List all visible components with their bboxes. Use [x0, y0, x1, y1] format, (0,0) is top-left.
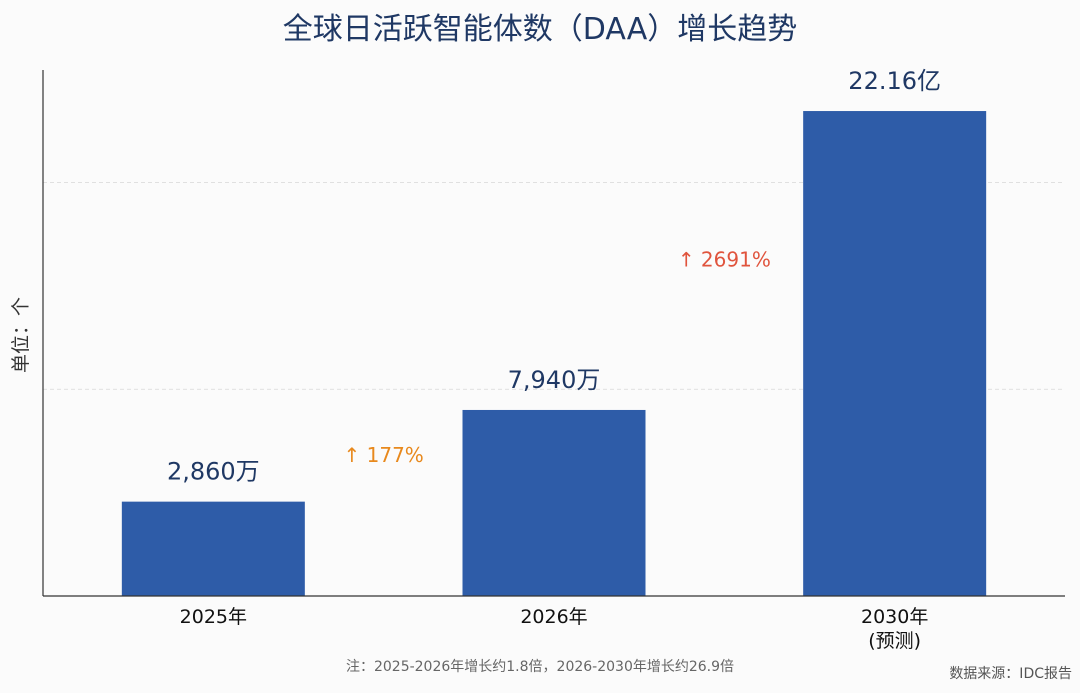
bar: [121, 501, 305, 596]
gridlines: [43, 182, 1065, 390]
data-labels: 2,860万 7,940万 22.16亿: [167, 67, 941, 486]
bar: [803, 111, 987, 596]
source-note: 数据来源：IDC报告: [949, 666, 1072, 682]
data-label: 2,860万: [167, 458, 260, 486]
bars: [121, 111, 987, 596]
x-tick-label: 2025年: [180, 606, 247, 628]
growth-annotations: ↑ 177% ↑ 2691%: [344, 247, 771, 466]
y-axis-label: 单位：个: [10, 297, 32, 373]
x-tick-label: 2026年: [520, 606, 587, 628]
growth-annotation: ↑ 177%: [344, 443, 424, 467]
x-tick-label: 2030年: [861, 606, 928, 628]
footnote: 注：2025-2026年增长约1.8倍，2026-2030年增长约26.9倍: [345, 659, 735, 675]
data-label: 7,940万: [508, 366, 601, 394]
x-tick-label: (预测): [868, 630, 921, 652]
data-label: 22.16亿: [848, 67, 941, 95]
growth-annotation: ↑ 2691%: [678, 247, 771, 271]
x-tick-labels: 2025年 2026年 2030年(预测): [180, 606, 929, 652]
chart-title: 全球日活跃智能体数（DAA）增长趋势: [282, 12, 798, 47]
bar: [462, 409, 646, 596]
